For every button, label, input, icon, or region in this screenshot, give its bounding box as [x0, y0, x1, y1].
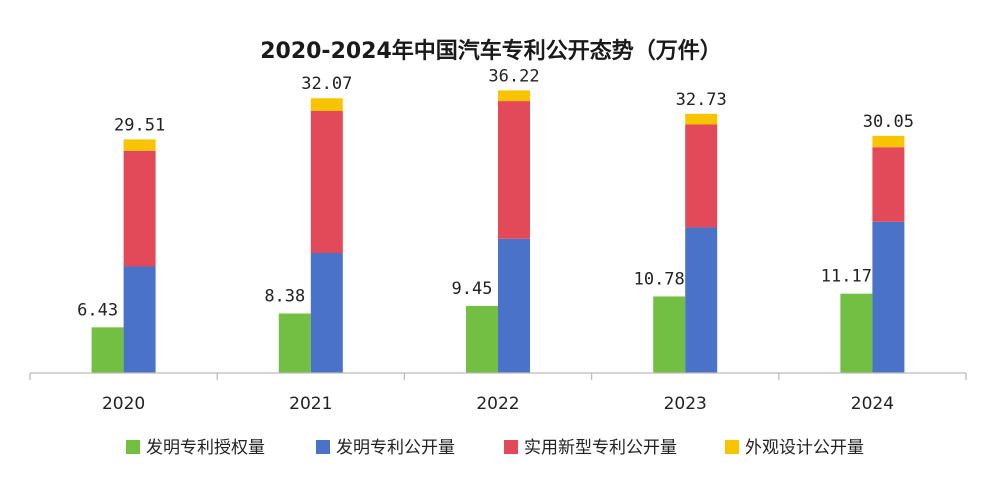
bar-segment [310, 253, 343, 373]
legend-item: 实用新型专利公开量 [504, 438, 677, 458]
chart-title: 2020-2024年中国汽车专利公开态势（万件） [260, 38, 722, 64]
legend-swatch [725, 440, 739, 454]
legend-label: 发明专利公开量 [336, 438, 455, 458]
bar-segment [872, 221, 905, 373]
x-tick-label: 2020 [102, 394, 145, 414]
bar-segment [498, 101, 530, 239]
legend-swatch [504, 440, 518, 454]
legend-item: 发明专利公开量 [316, 438, 455, 458]
legend-swatch [126, 440, 140, 454]
legend-label: 发明专利授权量 [146, 438, 265, 458]
legend-item: 发明专利授权量 [126, 438, 265, 458]
bar-segment [123, 139, 156, 151]
data-label-total: 30.05 [863, 112, 914, 132]
data-label-total: 36.22 [488, 66, 539, 86]
data-label-total: 32.73 [676, 90, 727, 110]
legend-label: 实用新型专利公开量 [524, 438, 677, 458]
bar-segment [498, 90, 530, 102]
bar-segment [685, 227, 718, 373]
bar-segment [123, 150, 156, 267]
data-labels: 6.43 29.51 8.38 32.07 9.45 36.22 10.78 32.73 11.… [77, 66, 914, 320]
bar-segment [872, 147, 905, 222]
bar-grant [840, 293, 873, 373]
x-tick-label: 2021 [289, 394, 332, 414]
bar-segment [498, 238, 530, 373]
data-label-grant: 10.78 [634, 269, 685, 289]
bar-segment [872, 135, 905, 148]
bar-segment [123, 266, 156, 373]
legend-swatch [316, 440, 330, 454]
data-label-total: 29.51 [114, 115, 165, 135]
data-label-grant: 9.45 [452, 279, 493, 299]
x-tick-label: 2022 [476, 394, 519, 414]
x-tick-label: 2024 [851, 394, 894, 414]
legend-item: 外观设计公开量 [725, 438, 864, 458]
data-label-grant: 11.17 [821, 267, 872, 287]
bar-segment [685, 113, 718, 125]
x-tick-label: 2023 [664, 394, 707, 414]
bar-grant [466, 305, 498, 373]
data-label-grant: 6.43 [77, 300, 118, 320]
bar-grant [278, 313, 311, 373]
bar-grant [91, 327, 124, 373]
bar-segment [685, 124, 718, 228]
bar-grant [653, 296, 686, 373]
legend-label: 外观设计公开量 [745, 438, 864, 458]
x-axis-ticks: 2020 2021 2022 2023 2024 [29, 373, 967, 414]
legend: 发明专利授权量 发明专利公开量 实用新型专利公开量 外观设计公开量 [126, 438, 864, 458]
bar-segment [310, 98, 343, 112]
data-label-total: 32.07 [301, 74, 352, 94]
data-label-grant: 8.38 [264, 287, 305, 307]
bar-segment [310, 111, 343, 254]
bars-layer [91, 90, 905, 373]
